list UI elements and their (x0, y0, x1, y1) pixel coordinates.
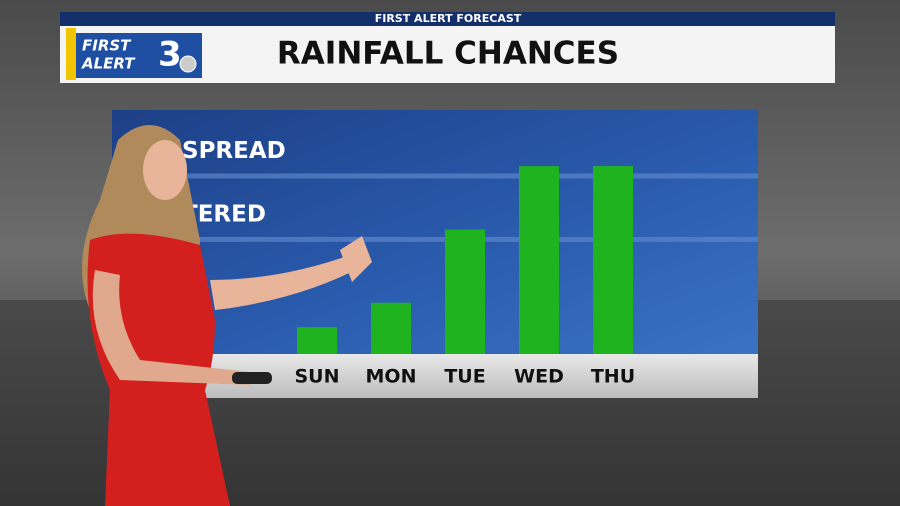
arm (92, 270, 251, 385)
presenter (82, 125, 372, 506)
grid-line (112, 173, 758, 179)
y-tick-label: SPREAD (182, 138, 286, 164)
logo-number: 3 (158, 35, 182, 75)
hand (340, 236, 372, 282)
x-tick-label: TUE (444, 366, 485, 388)
logo (76, 33, 202, 78)
x-tick-label: SUN (294, 366, 339, 388)
arm (210, 255, 365, 310)
bar (445, 229, 485, 354)
chart-title: RAINFALL CHANCES (277, 36, 619, 72)
logo-text: FIRST (82, 37, 132, 55)
bar (593, 166, 633, 354)
x-tick-label: WED (514, 366, 564, 388)
bar (371, 302, 411, 354)
chart-panel (112, 110, 758, 354)
x-tick-label: THU (591, 366, 635, 388)
bar (519, 166, 559, 354)
banner-bar (60, 12, 835, 26)
face (143, 140, 187, 200)
logo-text: ALERT (81, 55, 136, 73)
grid-line (112, 236, 758, 242)
x-tick-label: MON (366, 366, 417, 388)
logo-eye (179, 55, 197, 73)
banner-text: FIRST ALERT FORECAST (375, 12, 522, 25)
bar (297, 327, 337, 354)
logo-accent (66, 28, 76, 80)
clicker (232, 372, 272, 384)
